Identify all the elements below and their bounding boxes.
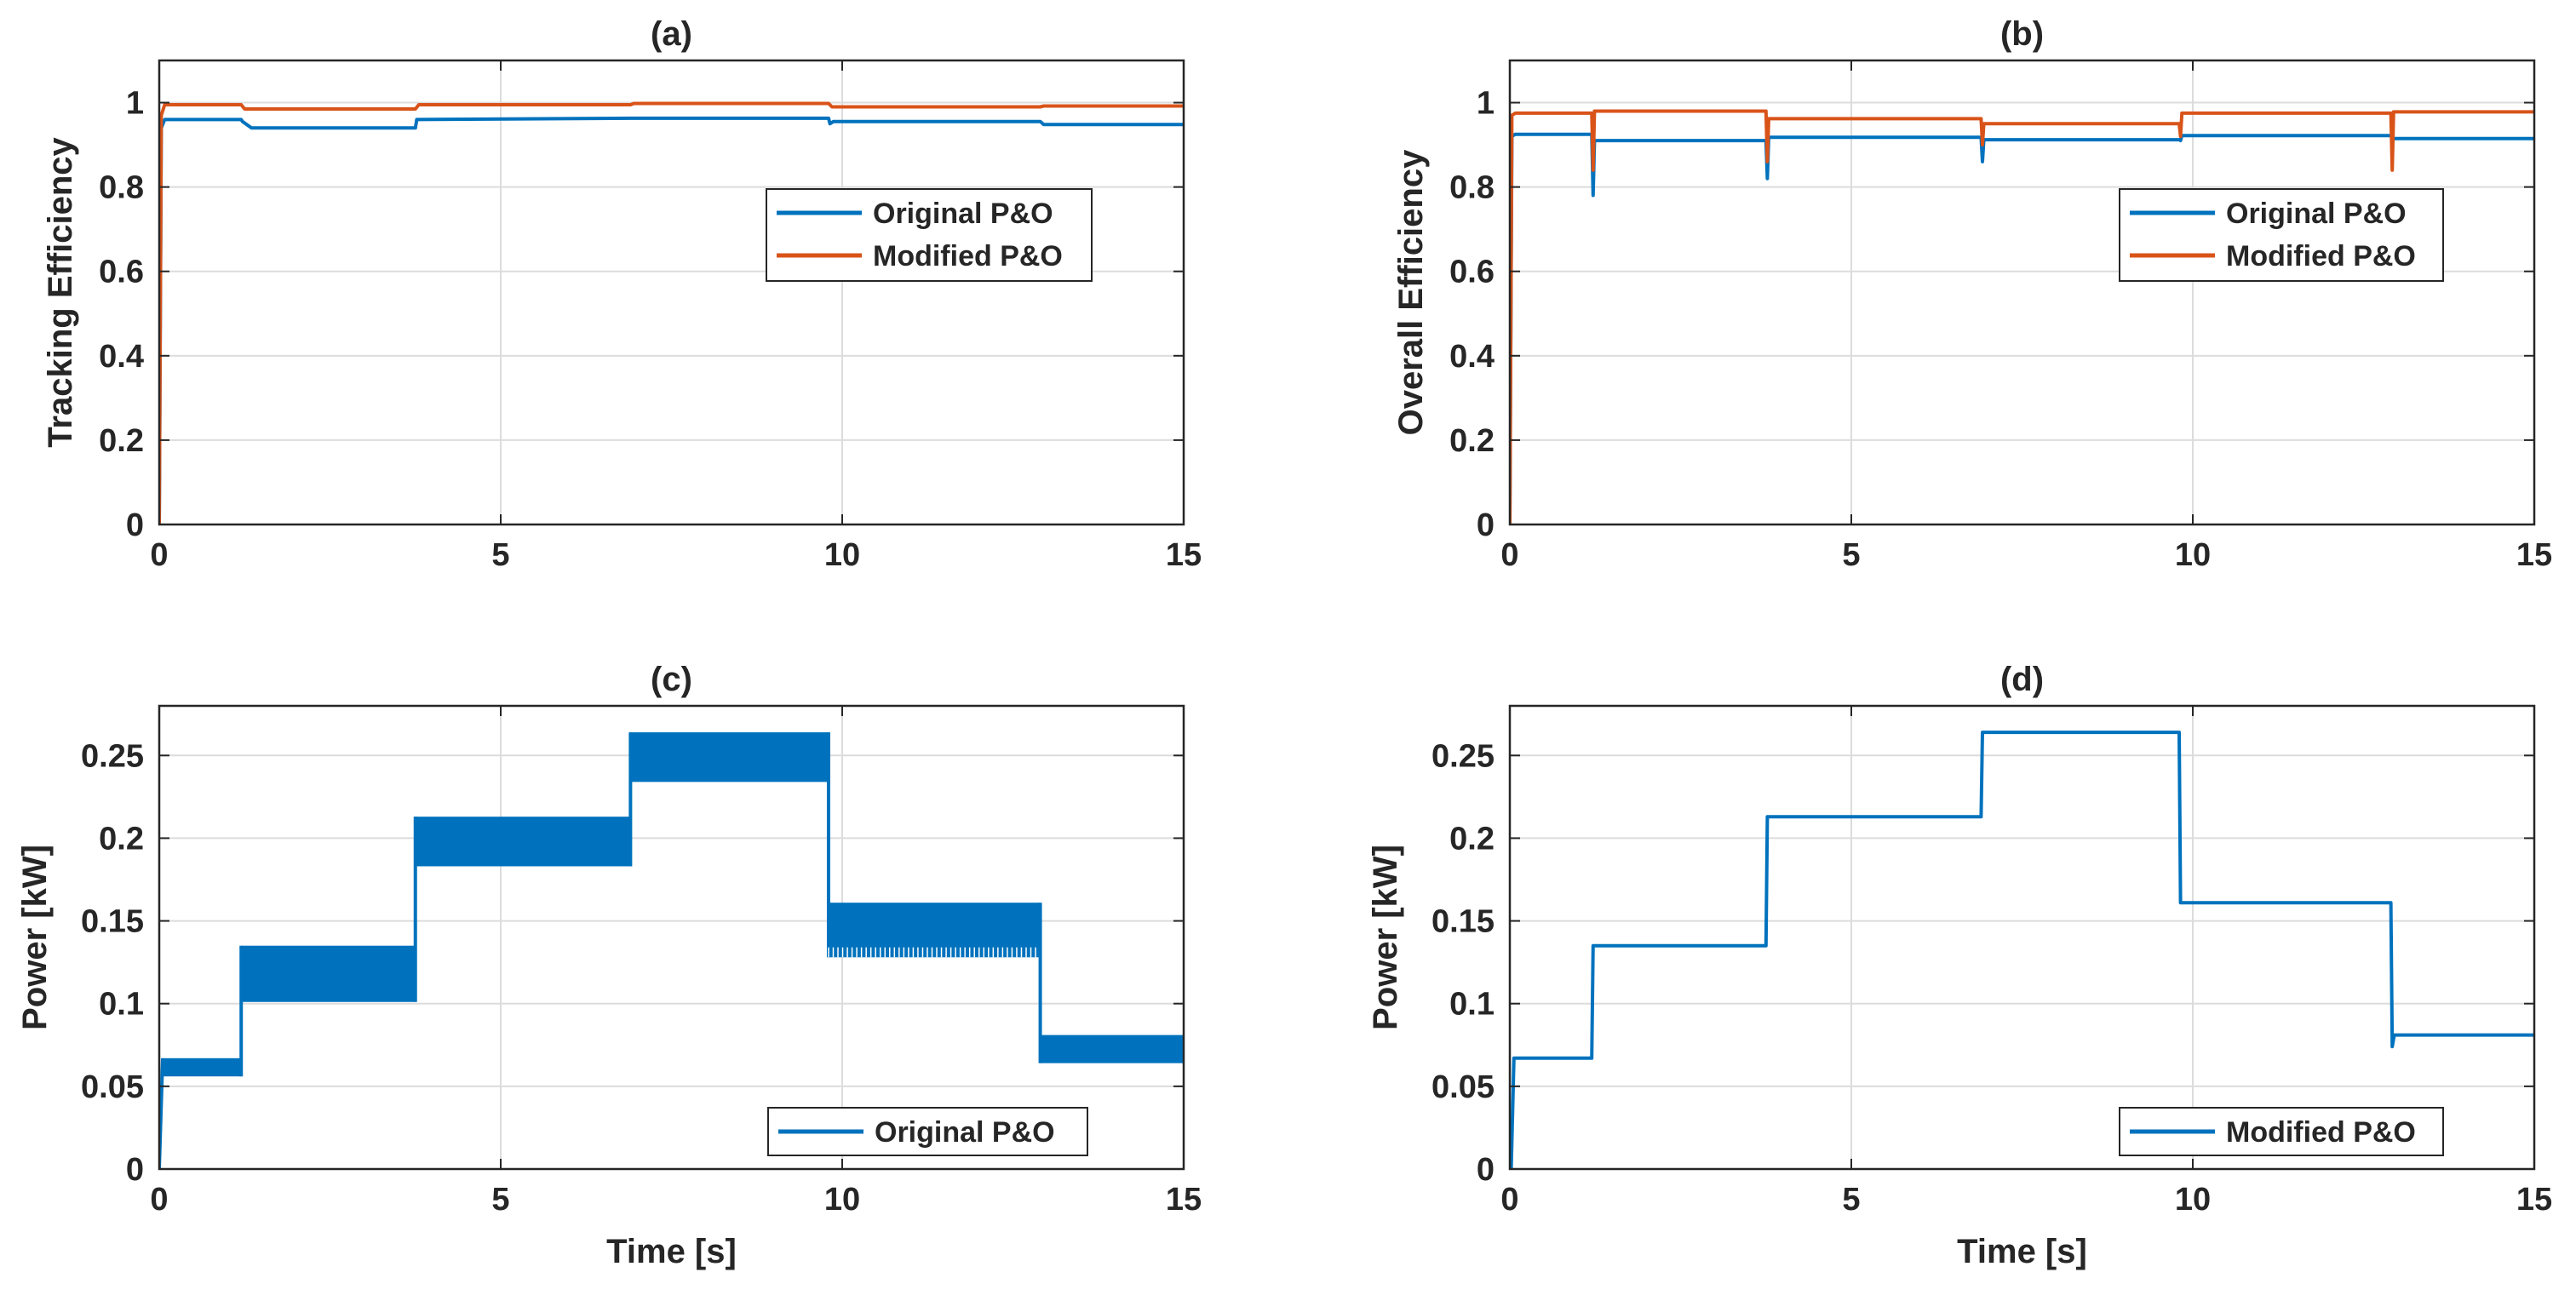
x-tick-label: 15: [1166, 537, 1202, 573]
y-tick-label: 1: [1477, 86, 1495, 122]
y-tick-label: 0.25: [1431, 738, 1495, 774]
panel-title: (b): [2000, 15, 2044, 53]
series-line-modified-p-o: [1510, 731, 2534, 1169]
plot-area: [1510, 706, 2534, 1169]
legend: Original P&O Modified P&O: [2119, 188, 2444, 282]
x-tick-label: 0: [150, 1182, 168, 1218]
x-tick-label: 15: [2516, 1182, 2552, 1218]
y-tick-label: 0.2: [1449, 821, 1495, 857]
y-tick-label: 0.1: [1449, 987, 1495, 1023]
axes-box: [1508, 704, 2536, 1171]
legend: Original P&O: [767, 1107, 1088, 1156]
plot-area: [159, 60, 1184, 524]
x-tick-label: 10: [2175, 537, 2211, 573]
x-tick-label: 15: [2516, 537, 2552, 573]
y-tick-label: 0.1: [99, 987, 144, 1023]
y-tick-label: 0: [126, 507, 144, 543]
series-line-original-p-o: [159, 116, 1184, 524]
x-tick-label: 10: [824, 537, 860, 573]
legend-box: [766, 188, 1093, 282]
legend-box: [2119, 188, 2444, 282]
legend-label-modified-p-o: Modified P&O: [2226, 1116, 2416, 1149]
axes-box: [158, 59, 1185, 526]
x-tick-label: 15: [1166, 1182, 1202, 1218]
legend-label-modified-p-o: Modified P&O: [2226, 240, 2416, 272]
x-tick-label: 0: [1500, 537, 1518, 573]
series-band-original-p-o: [163, 1057, 242, 1077]
legend-label-original-p-o: Original P&O: [873, 198, 1053, 230]
series-group: [159, 101, 1184, 524]
y-tick-label: 0.05: [81, 1069, 144, 1105]
series-band-original-p-o: [1040, 1034, 1184, 1063]
x-tick-label: 10: [2175, 1182, 2211, 1218]
x-tick-label: 0: [150, 537, 168, 573]
plot-area: [1510, 60, 2534, 524]
y-axis-label: Tracking Efficiency: [42, 136, 79, 447]
y-axis-label: Power [kW]: [16, 845, 54, 1030]
legend-label-original-p-o: Original P&O: [875, 1116, 1055, 1149]
legend-label-modified-p-o: Modified P&O: [873, 240, 1063, 272]
y-tick-label: 0: [1477, 507, 1495, 543]
series-band-original-p-o: [415, 817, 631, 867]
series-band-original-p-o: [630, 732, 829, 782]
panel-title: (a): [651, 15, 692, 53]
x-tick-label: 5: [1842, 537, 1860, 573]
axes-box: [158, 704, 1185, 1171]
panel-b: 0 5 10 15 0 0.2 0.4 0.6 0.8 1 (b) Overall Efficienc…: [1392, 15, 2552, 573]
x-axis-label: Time [s]: [1957, 1233, 2087, 1270]
y-tick-label: 0.25: [81, 738, 144, 774]
legend: Original P&O Modified P&O: [766, 188, 1093, 282]
x-tick-label: 0: [1500, 1182, 1518, 1218]
y-tick-label: 0.4: [1449, 339, 1495, 375]
panel-title: (d): [2000, 661, 2044, 698]
y-tick-label: 0.8: [1449, 170, 1495, 206]
series-group: [1510, 109, 2534, 524]
axes-box: [1508, 59, 2536, 526]
y-tick-label: 0.2: [1449, 423, 1495, 459]
series-band-original-p-o: [828, 903, 1041, 958]
x-tick-label: 5: [491, 537, 509, 573]
series-line-modified-p-o: [159, 101, 1184, 524]
y-tick-label: 0.2: [99, 821, 144, 857]
y-tick-label: 0.6: [99, 255, 144, 290]
panel-d: 0 5 10 15 0 0.05 0.1 0.15 0.2 0.25 (d) Power [kW] Ti…: [1367, 661, 2552, 1270]
panel-title: (c): [651, 661, 692, 698]
y-tick-label: 0.15: [81, 904, 144, 940]
y-tick-label: 0: [1477, 1152, 1495, 1188]
x-axis-label: Time [s]: [606, 1233, 737, 1270]
panel-a: 0 5 10 15 0 0.2 0.4 0.6 0.8 1 (a) Tracking Efficien…: [42, 15, 1202, 573]
legend-label-original-p-o: Original P&O: [2226, 198, 2407, 230]
y-tick-label: 0.2: [99, 423, 144, 459]
series-group: [159, 732, 1184, 1169]
y-tick-label: 0.8: [99, 170, 144, 206]
y-tick-label: 0.15: [1431, 904, 1495, 940]
series-band-original-p-o: [241, 945, 416, 1002]
x-tick-label: 10: [824, 1182, 860, 1218]
y-tick-label: 0.05: [1431, 1069, 1495, 1105]
y-tick-label: 0.6: [1449, 255, 1495, 290]
panel-c: 0 5 10 15 0 0.05 0.1 0.15 0.2 0.25 (c) Power [kW] Ti…: [16, 661, 1202, 1270]
y-axis-label: Overall Efficiency: [1392, 149, 1430, 435]
legend: Modified P&O: [2119, 1107, 2444, 1156]
series-line-modified-p-o: [1510, 109, 2534, 524]
y-axis-label: Power [kW]: [1367, 845, 1404, 1030]
x-tick-label: 5: [491, 1182, 509, 1218]
y-tick-label: 0: [126, 1152, 144, 1188]
series-group: [1510, 731, 2534, 1169]
y-tick-label: 0.4: [99, 339, 144, 375]
y-tick-label: 1: [126, 86, 144, 122]
x-tick-label: 5: [1842, 1182, 1860, 1218]
